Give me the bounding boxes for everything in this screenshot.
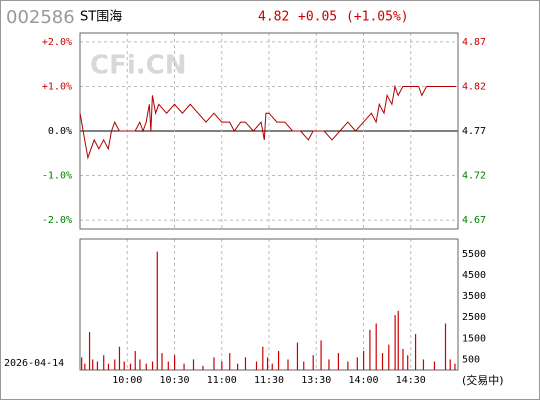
- y2-tick-label: 4500: [462, 270, 486, 281]
- volume-bar: [213, 357, 215, 370]
- watermark: CFi.CN: [90, 51, 186, 81]
- volume-bar: [388, 344, 390, 370]
- volume-bar: [92, 359, 94, 370]
- y-tick-label: 0.0%: [48, 126, 72, 137]
- y-tick-label: -1.0%: [42, 171, 72, 182]
- volume-bar: [103, 355, 105, 370]
- volume-bar: [192, 359, 195, 370]
- change-percent: (+1.05%): [346, 10, 409, 25]
- volume-bar: [407, 355, 409, 370]
- volume-bar: [381, 353, 384, 370]
- y2-tick-label: 4.87: [462, 37, 486, 48]
- y2-tick-label: 2500: [462, 312, 486, 323]
- volume-bar: [394, 315, 396, 370]
- volume-bar: [237, 363, 239, 370]
- volume-bar: [303, 361, 305, 370]
- x-tick-label: 13:30: [301, 375, 331, 386]
- volume-bar: [433, 361, 436, 370]
- volume-bar: [145, 363, 147, 370]
- volume-bar: [118, 346, 121, 370]
- volume-bar: [221, 361, 223, 370]
- volume-bar: [369, 329, 371, 370]
- volume-bar: [81, 357, 83, 370]
- volume-bar: [454, 363, 456, 370]
- volume-bar: [107, 363, 110, 370]
- volume-bar: [174, 355, 176, 370]
- volume-bar: [123, 361, 125, 370]
- x-tick-label: 14:30: [396, 375, 426, 386]
- stock-name: ST围海: [80, 10, 122, 25]
- volume-bar: [139, 359, 141, 370]
- volume-bar: [255, 361, 258, 370]
- volume-bar: [114, 359, 116, 370]
- volume-bar: [266, 357, 269, 370]
- volume-bar: [444, 323, 447, 370]
- volume-bar: [449, 359, 451, 370]
- volume-bar: [347, 361, 349, 370]
- volume-bar: [277, 350, 280, 370]
- y2-tick-label: 4.77: [462, 126, 486, 137]
- y-tick-label: +1.0%: [42, 81, 72, 92]
- y2-tick-label: 4.67: [462, 215, 486, 226]
- volume-bar: [375, 323, 377, 370]
- y2-tick-label: 1500: [462, 333, 486, 344]
- x-tick-label: 14:00: [348, 375, 378, 386]
- y2-tick-label: 3500: [462, 291, 486, 302]
- volume-bar: [402, 348, 404, 370]
- volume-bar: [397, 310, 399, 370]
- x-tick-label: 11:00: [207, 375, 237, 386]
- volume-bar: [244, 357, 247, 370]
- volume-bar: [88, 331, 91, 370]
- x-tick-label: 10:30: [159, 375, 189, 386]
- volume-bar: [414, 334, 417, 370]
- volume-bar: [328, 359, 330, 370]
- plot-border: [79, 32, 459, 230]
- change: +0.05: [298, 10, 337, 25]
- status: (交易中): [462, 373, 504, 387]
- volume-bar: [202, 365, 204, 370]
- y-tick-label: -2.0%: [42, 215, 72, 226]
- volume-bar: [129, 363, 132, 370]
- volume-bar: [229, 353, 231, 370]
- stock-code: 002586: [6, 7, 75, 28]
- volume-bar: [167, 361, 169, 370]
- volume-bar: [151, 361, 154, 370]
- volume-bar: [262, 346, 264, 370]
- volume-bar: [96, 361, 99, 370]
- price: 4.82: [258, 10, 289, 25]
- volume-bar: [156, 251, 158, 370]
- volume-bar: [337, 353, 339, 370]
- volume-bar: [312, 355, 314, 370]
- x-tick-label: 11:30: [254, 375, 284, 386]
- y2-tick-label: 5500: [462, 249, 486, 260]
- volume-bar: [422, 359, 425, 370]
- y2-tick-label: 4.72: [462, 171, 486, 182]
- volume-bar: [183, 363, 185, 370]
- volume-bar: [84, 363, 86, 370]
- y-tick-label: +2.0%: [42, 37, 72, 48]
- plot-border: [79, 238, 459, 371]
- volume-bar: [363, 350, 365, 370]
- volume-bar: [356, 357, 358, 370]
- x-tick-label: 10:00: [112, 375, 142, 386]
- volume-bar: [296, 342, 299, 370]
- volume-bar: [134, 350, 136, 370]
- date: 2026-04-14: [4, 358, 64, 369]
- volume-bar: [320, 340, 322, 370]
- volume-bar: [271, 363, 273, 370]
- volume-bar: [287, 359, 289, 370]
- price-line: [79, 84, 457, 160]
- volume-bar: [161, 353, 163, 370]
- y2-tick-label: 500: [462, 354, 480, 365]
- y2-tick-label: 4.82: [462, 81, 486, 92]
